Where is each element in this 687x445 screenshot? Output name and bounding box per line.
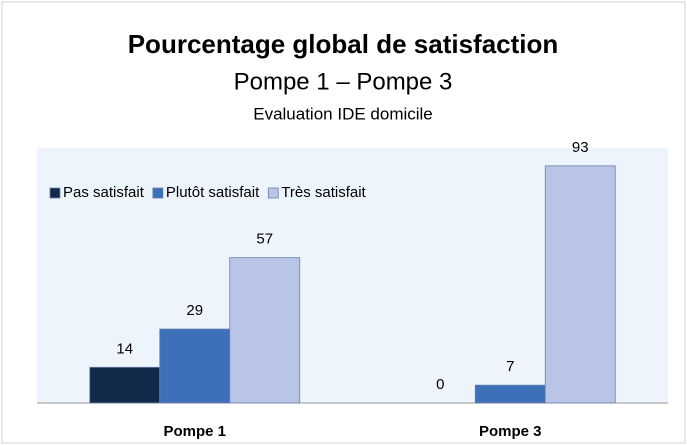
bar — [229, 257, 301, 404]
data-label: 93 — [572, 139, 589, 156]
legend-label: Plutôt satisfait — [166, 184, 260, 201]
chart-subtitle: Evaluation IDE domicile — [253, 104, 433, 123]
chart-subtitle: Pompe 1 – Pompe 3 — [234, 68, 453, 95]
data-label: 29 — [186, 302, 203, 319]
legend-label: Pas satisfait — [63, 184, 145, 201]
data-label: 14 — [116, 340, 133, 357]
legend-swatch — [267, 187, 279, 199]
legend-label: Très satisfait — [281, 184, 366, 201]
bar — [474, 384, 546, 404]
bar — [89, 366, 161, 404]
x-tick-label: Pompe 1 — [163, 423, 226, 440]
chart-title: Pourcentage global de satisfaction — [128, 29, 559, 59]
bar — [544, 165, 616, 404]
data-label: 0 — [436, 376, 444, 393]
legend-swatch — [49, 187, 61, 199]
data-label: 57 — [256, 231, 273, 248]
x-tick-label: Pompe 3 — [479, 423, 542, 440]
legend-swatch — [152, 187, 164, 199]
data-label: 7 — [506, 358, 514, 375]
bar — [159, 328, 231, 404]
